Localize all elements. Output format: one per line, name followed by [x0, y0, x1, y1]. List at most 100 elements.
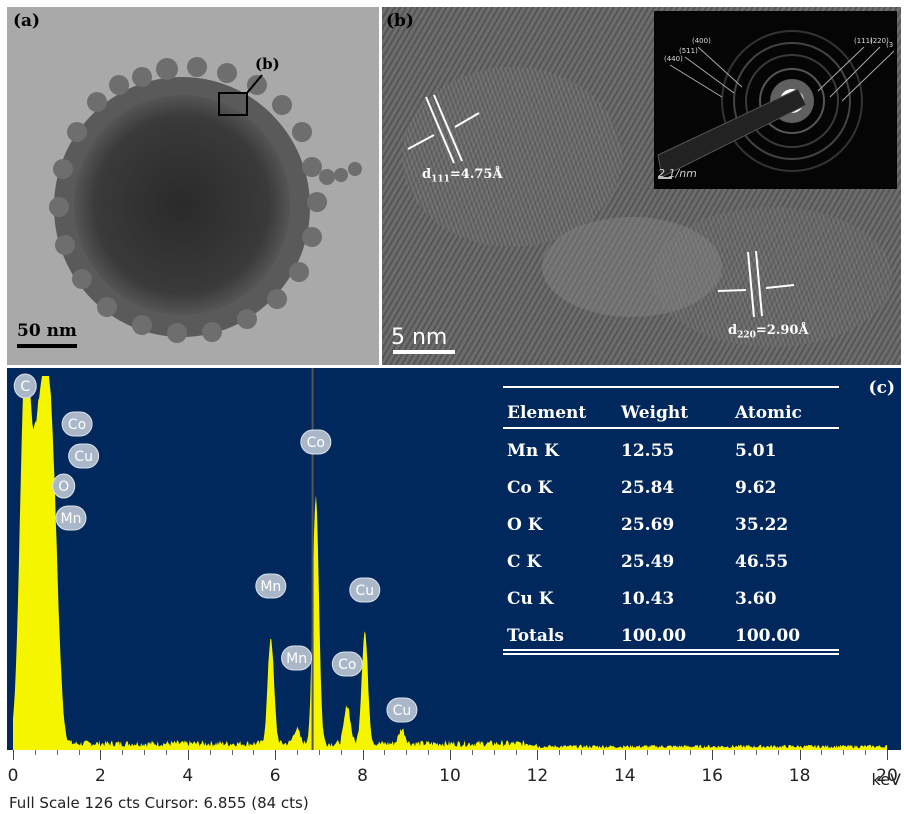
- svg-text:Cu: Cu: [393, 703, 412, 719]
- table-cell: C K: [507, 552, 542, 572]
- peak-label: C: [13, 373, 37, 399]
- x-tick-mark: [100, 750, 102, 760]
- table-cell: 25.84: [621, 478, 675, 498]
- x-minor-tick: [144, 750, 146, 755]
- x-tick-label: 16: [701, 766, 724, 786]
- svg-text:Mn: Mn: [60, 511, 81, 527]
- table-cell: Cu K: [507, 589, 554, 609]
- saed-ring-label: (511): [679, 47, 698, 55]
- x-minor-tick: [122, 750, 124, 755]
- x-minor-tick: [471, 750, 473, 755]
- table-cell: 5.01: [735, 441, 777, 461]
- scale-label-b: 5 nm: [391, 325, 448, 350]
- svg-text:Co: Co: [338, 657, 356, 673]
- x-minor-tick: [340, 750, 342, 755]
- panel-label-c: (c): [868, 378, 895, 398]
- x-minor-tick: [646, 750, 648, 755]
- x-minor-tick: [602, 750, 604, 755]
- d220-value: =2.90Å: [755, 323, 809, 338]
- peak-label: Cu: [68, 443, 100, 469]
- d220-subscript: 220: [737, 330, 756, 341]
- x-minor-tick: [406, 750, 408, 755]
- peak-label: Co: [300, 429, 332, 455]
- x-tick-label: 0: [7, 766, 19, 786]
- table-cell: Co K: [507, 478, 553, 498]
- x-minor-tick: [253, 750, 255, 755]
- x-tick-label: 8: [357, 766, 369, 786]
- svg-text:Cu: Cu: [355, 583, 374, 599]
- saed-ring-label: (220): [870, 37, 889, 45]
- hrtem-image-panel-b: (b) d111=4.75Å d220=2.90Å 5 nm 2 1/nm (4…: [382, 7, 901, 365]
- peak-label: Co: [331, 651, 363, 677]
- x-minor-tick: [384, 750, 386, 755]
- x-tick-mark: [187, 750, 189, 760]
- peak-label: Mn: [55, 505, 87, 531]
- x-minor-tick: [297, 750, 299, 755]
- table-cell: 46.55: [735, 552, 789, 572]
- x-minor-tick: [34, 750, 36, 755]
- region-marker-box: [218, 92, 248, 116]
- panel-label-b: (b): [386, 11, 414, 31]
- peak-label: Cu: [386, 697, 418, 723]
- peak-label: O: [52, 473, 76, 499]
- x-minor-tick: [734, 750, 736, 755]
- scale-bar-b: [393, 350, 455, 354]
- x-minor-tick: [777, 750, 779, 755]
- peak-label: Cu: [349, 577, 381, 603]
- x-tick-label: 20: [876, 766, 898, 786]
- x-tick-mark: [362, 750, 364, 760]
- x-minor-tick: [581, 750, 583, 755]
- x-minor-tick: [165, 750, 167, 755]
- saed-scale-label: 2 1/nm: [658, 167, 697, 180]
- d111-fringe-marker: [407, 94, 480, 164]
- table-header-cell: Atomic: [735, 403, 802, 423]
- x-minor-tick: [559, 750, 561, 755]
- x-tick-label: 10: [439, 766, 461, 786]
- panel-label-a: (a): [13, 11, 41, 31]
- x-tick-label: 14: [613, 766, 636, 786]
- x-minor-tick: [821, 750, 823, 755]
- x-tick-mark: [450, 750, 451, 760]
- saed-ring-label: (111): [854, 37, 873, 45]
- svg-text:Co: Co: [307, 435, 325, 451]
- x-tick-mark: [799, 750, 801, 760]
- shell-nanoparticles: [49, 57, 362, 343]
- peak-label: Mn: [281, 645, 313, 671]
- d111-symbol: d: [422, 167, 432, 182]
- table-cell: 35.22: [735, 515, 789, 535]
- x-tick-mark: [712, 750, 714, 760]
- saed-inset: [654, 11, 897, 189]
- table-rule: [503, 386, 839, 388]
- eds-x-axis: Full Scale 126 cts Cursor: 6.855 (84 cts…: [7, 750, 901, 814]
- x-minor-tick: [668, 750, 670, 755]
- table-cell: 25.49: [621, 552, 675, 572]
- svg-text:Mn: Mn: [260, 579, 281, 595]
- region-marker-label: (b): [255, 55, 280, 73]
- svg-text:Co: Co: [68, 417, 86, 433]
- table-cell: Totals: [507, 626, 564, 646]
- table-header-cell: Weight: [621, 403, 689, 423]
- x-tick-label: 4: [182, 766, 194, 786]
- table-cell: Mn K: [507, 441, 559, 461]
- d111-value: =4.75Å: [449, 167, 503, 182]
- svg-text:C: C: [20, 379, 30, 395]
- table-cell: 10.43: [621, 589, 675, 609]
- tem-image-panel-a: (a) (b) 50 nm: [7, 7, 379, 365]
- d111-annotation: d111=4.75Å: [422, 167, 503, 185]
- x-tick-label: 12: [526, 766, 549, 786]
- eds-spectrum-panel-c: C Co Cu O Mn Mn Mn Co Co Cu Cu (c) Element Weight At…: [7, 368, 901, 750]
- x-minor-tick: [493, 750, 495, 755]
- x-tick-mark: [275, 750, 277, 760]
- x-minor-tick: [843, 750, 845, 755]
- table-rule: [503, 427, 839, 429]
- x-minor-tick: [318, 750, 320, 755]
- d111-subscript: 111: [431, 174, 450, 185]
- x-minor-tick: [755, 750, 757, 755]
- table-rule: [503, 649, 839, 651]
- svg-text:Cu: Cu: [74, 449, 93, 465]
- x-minor-tick: [231, 750, 233, 755]
- svg-text:Mn: Mn: [286, 651, 307, 667]
- eds-spectrum-plot: C Co Cu O Mn Mn Mn Co Co Cu Cu: [13, 368, 887, 750]
- x-minor-tick: [78, 750, 80, 755]
- x-minor-tick: [690, 750, 692, 755]
